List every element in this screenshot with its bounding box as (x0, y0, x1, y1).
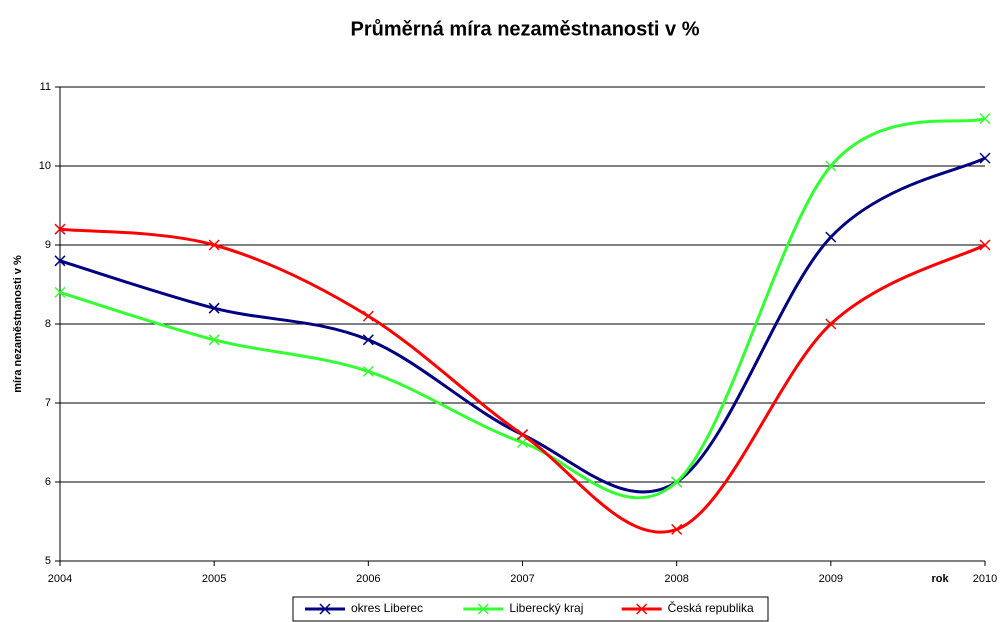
series-line (59, 117, 986, 500)
marker (671, 523, 683, 535)
marker (636, 603, 648, 615)
marker (477, 603, 489, 615)
x-tick-label: 2006 (356, 573, 380, 585)
marker (979, 152, 991, 164)
marker (208, 334, 220, 346)
y-tick-label: 9 (45, 239, 51, 251)
y-tick-label: 6 (45, 476, 51, 488)
marker (516, 436, 529, 449)
x-tick-label: 2009 (819, 573, 843, 585)
legend-label: Česká republika (668, 600, 754, 615)
marker (979, 113, 991, 125)
y-tick-label: 5 (45, 555, 51, 567)
x-tick-label: 2007 (510, 573, 534, 585)
marker (516, 429, 529, 441)
y-tick-label: 10 (39, 160, 51, 172)
marker (208, 302, 220, 314)
marker (825, 231, 837, 243)
marker (362, 310, 374, 322)
legend-label: okres Liberec (351, 601, 423, 615)
marker (208, 239, 220, 251)
marker (54, 286, 66, 298)
y-tick-label: 7 (45, 397, 51, 409)
x-tick-label: 2008 (664, 573, 688, 585)
x-tick-label: 2010 (973, 573, 997, 585)
marker (54, 223, 66, 235)
x-axis-label: rok (931, 573, 949, 585)
marker (362, 334, 374, 346)
series (54, 113, 991, 500)
legend-box (292, 596, 769, 622)
marker (362, 365, 374, 377)
marker (671, 476, 683, 488)
y-axis-label: míra nezaměstnanosti v % (12, 255, 24, 393)
legend: okres Liberec Liberecký kraj Česká republi… (292, 596, 769, 622)
marker (979, 239, 991, 251)
series (54, 223, 991, 535)
marker (319, 603, 331, 615)
y-tick-label: 11 (40, 81, 51, 93)
series-line (59, 227, 986, 534)
x-tick-label: 2004 (48, 573, 72, 585)
marker (825, 160, 837, 172)
legend-label: Liberecký kraj (509, 601, 583, 615)
chart-title: Průměrná míra nezaměstnanosti v % (350, 18, 699, 40)
marker (54, 255, 66, 267)
x-tick-label: 2005 (202, 573, 226, 585)
y-tick-label: 8 (45, 318, 51, 330)
marker (825, 318, 837, 330)
